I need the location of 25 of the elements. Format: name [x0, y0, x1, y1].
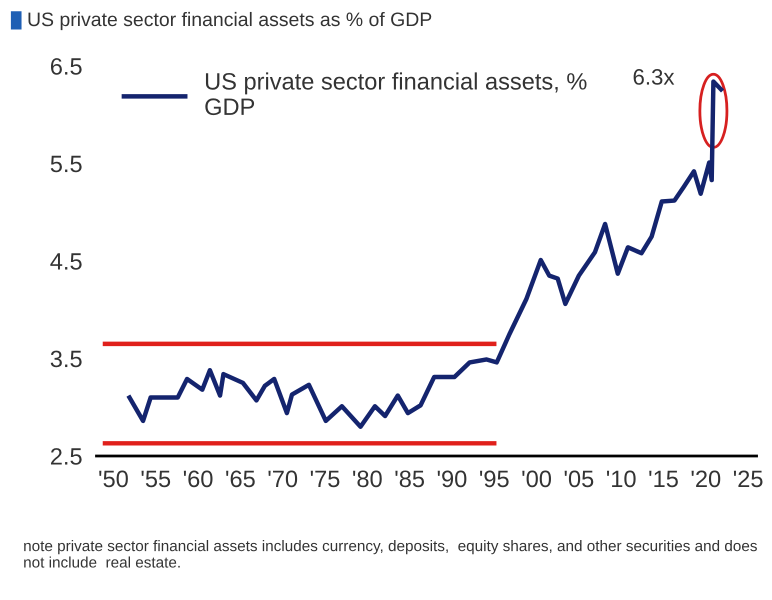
x-tick-label: '90 [438, 470, 466, 488]
x-tick-label: '75 [310, 470, 340, 488]
x-tick-label: '25 [734, 470, 762, 488]
x-tick-label: '65 [226, 470, 255, 488]
x-tick-label: '20 [692, 470, 720, 488]
legend-label: US private sector financial assets, % GDP [205, 72, 586, 116]
x-tick-label: '15 [649, 470, 678, 488]
y-tick-label: 3.5 [50, 350, 82, 368]
x-tick-label: '05 [564, 470, 594, 488]
x-tick-label: '10 [606, 470, 636, 488]
y-tick-label: 6.5 [50, 58, 82, 75]
x-tick-label: '55 [142, 470, 170, 488]
x-tick-label: '00 [522, 470, 552, 488]
annotation: 6.3x [634, 69, 674, 85]
x-tick-label: '70 [268, 470, 298, 488]
y-tick-label: 4.5 [50, 253, 82, 270]
x-tick-label: '85 [395, 470, 424, 488]
y-tick-label: 2.5 [50, 448, 82, 465]
y-tick-label: 5.5 [50, 156, 82, 172]
x-tick-label: '80 [353, 470, 382, 488]
x-tick-label: '60 [184, 470, 213, 488]
x-tick-label: '50 [99, 470, 128, 488]
x-tick-label: '95 [480, 470, 509, 488]
chart-title: US private sector financial assets as % of GDP [28, 12, 432, 30]
text: note private sector financial assets includes currency, deposits, equity shares, and other securities and does not include real estate. [24, 540, 757, 568]
